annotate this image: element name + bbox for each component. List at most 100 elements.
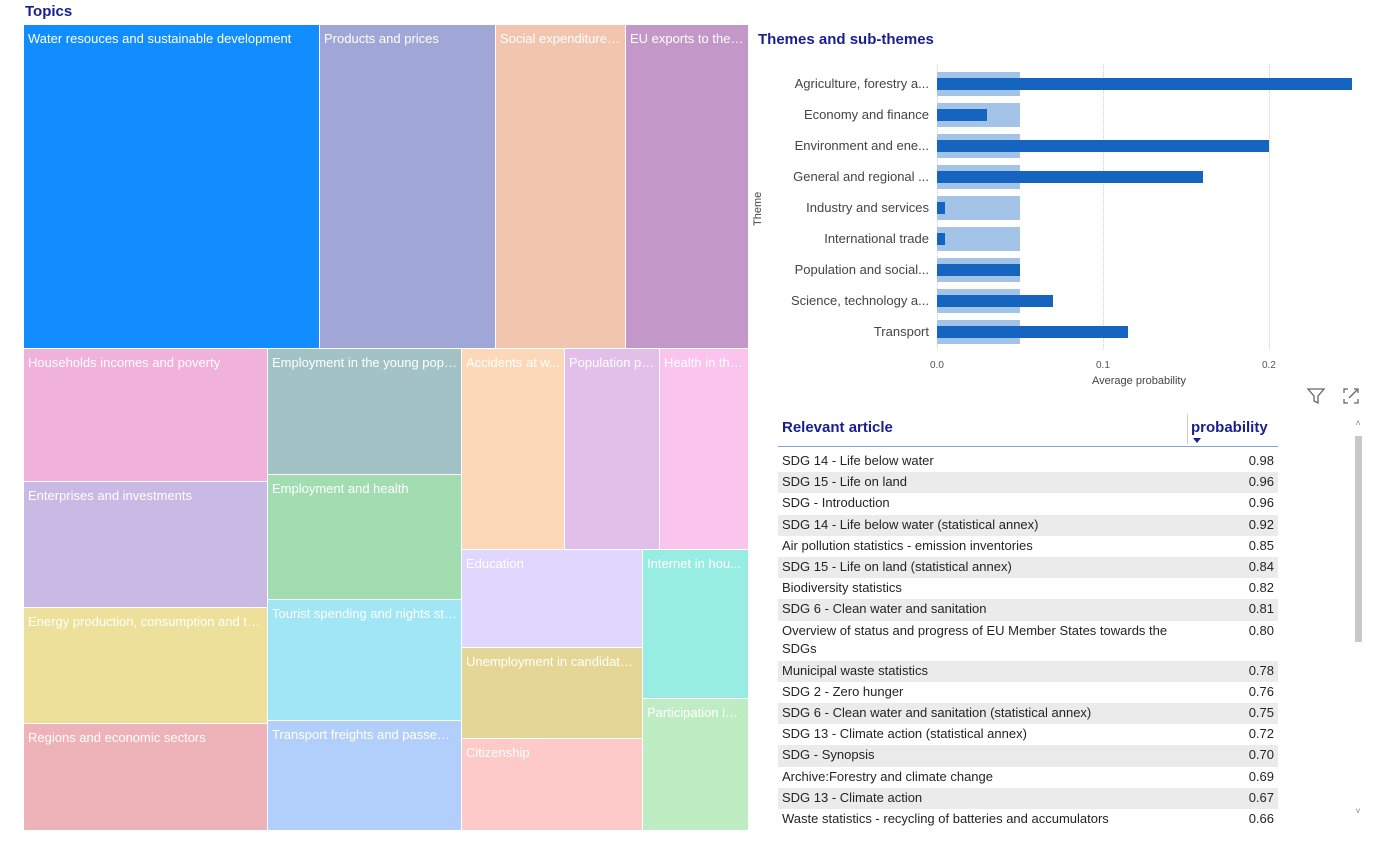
table-row[interactable]: SDG - Introduction 0.96	[778, 493, 1278, 514]
treemap-tile-label: Health in the...	[664, 355, 744, 370]
table-row[interactable]: SDG 14 - Life below water (statistical a…	[778, 514, 1278, 536]
treemap-tile-label: Employment in the young popu...	[272, 355, 457, 370]
column-header-article[interactable]: Relevant article	[782, 419, 893, 436]
scroll-down-icon[interactable]: ˅	[1355, 806, 1361, 816]
focus-mode-icon[interactable]	[1340, 385, 1362, 407]
article-cell[interactable]: Municipal waste statistics	[782, 662, 928, 678]
treemap-tile[interactable]: Participation in ...	[643, 699, 749, 831]
article-cell[interactable]: SDG - Introduction	[782, 495, 890, 511]
table-row[interactable]: Overview of status and progress of EU Me…	[778, 621, 1278, 661]
article-cell[interactable]: Archive:Forestry and climate change	[782, 768, 993, 784]
article-cell[interactable]: SDG 15 - Life on land (statistical annex…	[782, 559, 1012, 574]
x-tick-label: 0.1	[1096, 360, 1110, 371]
theme-bar[interactable]	[937, 171, 1203, 183]
table-row[interactable]: SDG 14 - Life below water 0.98	[778, 451, 1278, 472]
treemap-tile[interactable]: Energy production, consumption and th...	[24, 608, 268, 724]
article-cell[interactable]: Overview of status and progress of EU Me…	[782, 622, 1168, 656]
category-label: Transport	[873, 324, 929, 339]
treemap-tile-label: EU exports to the ...	[630, 31, 744, 46]
article-cell[interactable]: SDG 15 - Life on land	[782, 474, 908, 490]
table-row[interactable]: SDG 2 - Zero hunger 0.76	[778, 682, 1278, 703]
treemap-tile[interactable]: Education	[462, 550, 643, 648]
average-bar[interactable]	[937, 227, 1020, 251]
y-axis-label: Theme	[752, 191, 764, 226]
treemap-tile[interactable]: Unemployment in candidate ...	[462, 648, 643, 739]
table-row[interactable]: SDG 13 - Climate action 0.67	[778, 787, 1278, 809]
table-row[interactable]: Waste statistics - recycling of batterie…	[778, 809, 1278, 830]
vertical-scrollbar[interactable]: ˄ ˅	[1353, 418, 1363, 822]
treemap-tile[interactable]: Tourist spending and nights stay	[268, 600, 462, 721]
table-row[interactable]: Air pollution statistics - emission inve…	[778, 536, 1278, 557]
theme-bar[interactable]	[937, 202, 946, 214]
gridline	[1269, 64, 1270, 349]
theme-bar[interactable]	[937, 78, 1352, 90]
treemap-tile[interactable]: Employment in the young popu...	[268, 349, 462, 475]
treemap-tile-label: Households incomes and poverty	[28, 355, 221, 370]
table-row[interactable]: SDG - Synopsis 0.70	[778, 745, 1278, 767]
table-row[interactable]: Biodiversity statistics 0.82	[778, 578, 1278, 599]
treemap-tile[interactable]: Health in the...	[660, 349, 749, 550]
theme-bar[interactable]	[937, 140, 1269, 152]
treemap-tile[interactable]: Internet in hou...	[643, 550, 749, 699]
article-cell[interactable]: SDG 14 - Life below water	[782, 453, 934, 468]
treemap-tile[interactable]: Water resouces and sustainable developme…	[24, 25, 320, 349]
column-header-probability[interactable]: probability	[1191, 419, 1268, 436]
category-label: Agriculture, forestry a...	[794, 76, 929, 91]
probability-cell: 0.76	[1248, 683, 1274, 699]
theme-bar[interactable]	[937, 295, 1054, 307]
article-cell[interactable]: SDG 2 - Zero hunger	[782, 683, 904, 699]
probability-cell: 0.80	[1248, 622, 1274, 638]
article-cell[interactable]: SDG 13 - Climate action (statistical ann…	[782, 726, 1027, 742]
theme-bar[interactable]	[937, 109, 987, 121]
table-row[interactable]: SDG 6 - Clean water and sanitation 0.81	[778, 599, 1278, 621]
category-label: Science, technology a...	[790, 293, 929, 308]
probability-cell: 0.98	[1248, 453, 1274, 468]
themes-chart-title: Themes and sub-themes	[758, 31, 934, 48]
treemap-tile[interactable]: Citizenship	[462, 739, 643, 831]
table-row[interactable]: SDG 6 - Clean water and sanitation (stat…	[778, 703, 1278, 725]
table-row[interactable]: SDG 15 - Life on land (statistical annex…	[778, 557, 1278, 579]
article-cell[interactable]: Air pollution statistics - emission inve…	[782, 537, 1033, 553]
treemap-tile[interactable]: Households incomes and poverty	[24, 349, 268, 482]
treemap-tile-label: Accidents at w...	[466, 355, 560, 370]
treemap-tile[interactable]: Population pr...	[565, 349, 660, 550]
x-tick-label: 0.2	[1262, 360, 1276, 371]
article-cell[interactable]: SDG 6 - Clean water and sanitation	[782, 601, 987, 617]
scrollbar-thumb[interactable]	[1355, 436, 1362, 642]
theme-bar[interactable]	[937, 326, 1128, 338]
theme-bar[interactable]	[937, 264, 1020, 276]
theme-bar[interactable]	[937, 233, 946, 245]
probability-cell: 0.81	[1248, 601, 1274, 617]
table-row[interactable]: Archive:Forestry and climate change 0.69	[778, 767, 1278, 788]
probability-cell: 0.92	[1248, 516, 1274, 532]
probability-cell: 0.67	[1248, 789, 1274, 805]
treemap-tile-label: Transport freights and passeng...	[272, 727, 457, 742]
article-cell[interactable]: SDG 6 - Clean water and sanitation (stat…	[782, 705, 1092, 720]
article-cell[interactable]: SDG 14 - Life below water (statistical a…	[782, 516, 1039, 532]
article-cell[interactable]: SDG - Synopsis	[782, 747, 875, 763]
x-tick-label: 0.0	[930, 360, 944, 371]
treemap-tile-label: Water resouces and sustainable developme…	[28, 31, 292, 46]
treemap-tile[interactable]: Regions and economic sectors	[24, 724, 268, 831]
treemap-tile[interactable]: Employment and health	[268, 475, 462, 600]
column-divider[interactable]	[1187, 414, 1188, 444]
category-label: International trade	[824, 231, 929, 246]
treemap-tile[interactable]: Enterprises and investments	[24, 482, 268, 608]
average-bar[interactable]	[937, 196, 1020, 220]
table-row[interactable]: SDG 15 - Life on land 0.96	[778, 472, 1278, 494]
table-row[interactable]: SDG 13 - Climate action (statistical ann…	[778, 724, 1278, 745]
sort-descending-icon[interactable]	[1193, 438, 1201, 443]
table-row[interactable]: Municipal waste statistics 0.78	[778, 660, 1278, 682]
treemap-tile[interactable]: EU exports to the ...	[626, 25, 749, 349]
treemap-tile[interactable]: Transport freights and passeng...	[268, 721, 462, 831]
treemap-tile[interactable]: Accidents at w...	[462, 349, 565, 550]
scroll-up-icon[interactable]: ˄	[1355, 418, 1361, 428]
treemap-tile[interactable]: Social expenditure ...	[496, 25, 626, 349]
article-cell[interactable]: Waste statistics - recycling of batterie…	[782, 811, 1109, 826]
article-cell[interactable]: Biodiversity statistics	[782, 580, 902, 596]
filter-icon[interactable]	[1305, 385, 1327, 407]
gridline	[1103, 64, 1104, 349]
article-cell[interactable]: SDG 13 - Climate action	[782, 789, 923, 805]
header-underline	[778, 446, 1278, 447]
treemap-tile[interactable]: Products and prices	[320, 25, 496, 349]
